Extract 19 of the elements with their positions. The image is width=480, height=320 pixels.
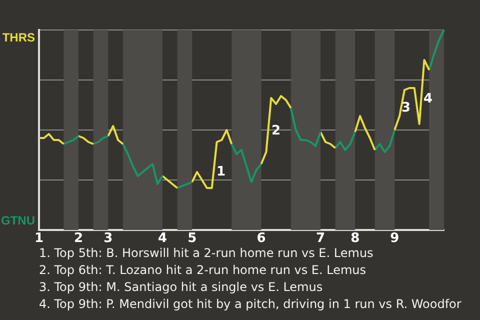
text: GTNU <box>1 213 35 228</box>
text: 3. Top 9th: M. Santiago hit a single vs E. Lemus <box>39 279 324 296</box>
annotation: 3 <box>401 100 411 116</box>
x-tick-label: 3 <box>104 231 113 246</box>
annotation: 4 <box>423 91 433 106</box>
text: THRS <box>2 30 35 44</box>
x-tick-label: 8 <box>350 231 360 246</box>
x-tick-label: 4 <box>158 231 167 246</box>
x-tick-label: 6 <box>256 231 266 246</box>
text: 2. Top 6th: T. Lozano hit a 2-run home run vs E. Lemus <box>39 262 368 279</box>
x-tick-label: 1 <box>34 231 44 246</box>
x-tick-label: 5 <box>188 231 197 246</box>
x-tick-label: 9 <box>390 231 400 246</box>
x-tick-label: 2 <box>74 231 84 246</box>
text: 4. Top 9th: P. Mendivil got hit by a pitch, driving in 1 run vs R. Woodfor <box>39 296 462 313</box>
annotation: 1 <box>216 164 226 180</box>
text: 1. Top 5th: B. Horswill hit a 2-run home run vs E. Lemus <box>39 245 374 262</box>
annotation: 2 <box>271 123 281 138</box>
x-tick-label: 7 <box>316 231 326 246</box>
